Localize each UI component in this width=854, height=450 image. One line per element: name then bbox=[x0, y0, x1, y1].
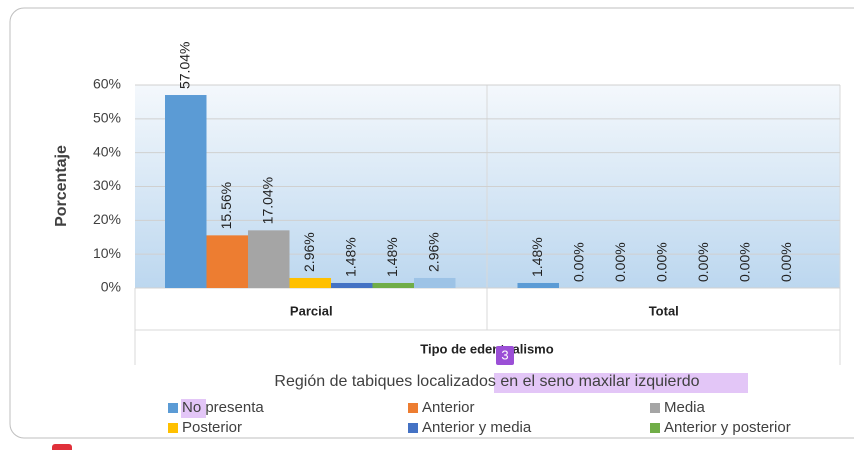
bar bbox=[165, 95, 207, 288]
data-label: 2.96% bbox=[301, 232, 317, 272]
x-axis-title: Tipo de edentualismo bbox=[420, 341, 553, 356]
highlight bbox=[181, 399, 206, 418]
x-tick-label: Parcial bbox=[290, 303, 333, 318]
bar bbox=[289, 277, 331, 288]
data-label: 0.00% bbox=[570, 242, 586, 282]
y-tick-label: 20% bbox=[93, 211, 121, 227]
legend-label: Anterior y posterior bbox=[664, 419, 791, 436]
y-tick-label: 50% bbox=[93, 110, 121, 126]
data-label: 1.48% bbox=[342, 237, 358, 277]
data-label: 17.04% bbox=[259, 177, 275, 224]
data-label: 2.96% bbox=[425, 232, 441, 272]
bar bbox=[248, 230, 290, 288]
data-label: 0.00% bbox=[653, 242, 669, 282]
y-tick-label: 40% bbox=[93, 143, 121, 159]
data-label: 0.00% bbox=[736, 242, 752, 282]
legend-label: No presenta bbox=[182, 399, 264, 416]
legend-swatch bbox=[168, 403, 178, 413]
legend-label: Media bbox=[664, 399, 706, 416]
legend-swatch bbox=[650, 403, 660, 413]
data-label: 57.04% bbox=[176, 42, 192, 89]
legend-swatch bbox=[408, 423, 418, 433]
bar bbox=[414, 277, 456, 288]
legend-swatch bbox=[650, 423, 660, 433]
legend-label: Anterior y media bbox=[422, 419, 532, 436]
y-tick-label: 30% bbox=[93, 177, 121, 193]
y-tick-label: 10% bbox=[93, 245, 121, 261]
y-tick-label: 60% bbox=[93, 76, 121, 92]
legend-swatch bbox=[168, 423, 178, 433]
data-label: 1.48% bbox=[384, 237, 400, 277]
legend-label: Posterior bbox=[182, 419, 242, 436]
badge bbox=[496, 346, 514, 365]
chart-title: Región de tabiques localizados en el sen… bbox=[274, 373, 699, 390]
bar bbox=[206, 235, 248, 288]
bar bbox=[331, 282, 373, 288]
legend-swatch bbox=[408, 403, 418, 413]
corner-mark bbox=[52, 444, 72, 450]
data-label: 15.56% bbox=[218, 182, 234, 229]
bar bbox=[372, 282, 414, 288]
data-label: 1.48% bbox=[529, 237, 545, 277]
bar bbox=[517, 282, 559, 288]
data-label: 0.00% bbox=[778, 242, 794, 282]
y-tick-label: 0% bbox=[101, 279, 121, 295]
highlight bbox=[494, 373, 748, 393]
x-tick-label: Total bbox=[649, 303, 679, 318]
data-label: 0.00% bbox=[612, 242, 628, 282]
data-label: 0.00% bbox=[695, 242, 711, 282]
badge-label: 3 bbox=[501, 347, 508, 362]
y-axis-title: Porcentaje bbox=[53, 145, 70, 227]
legend-label: Anterior bbox=[422, 399, 475, 416]
